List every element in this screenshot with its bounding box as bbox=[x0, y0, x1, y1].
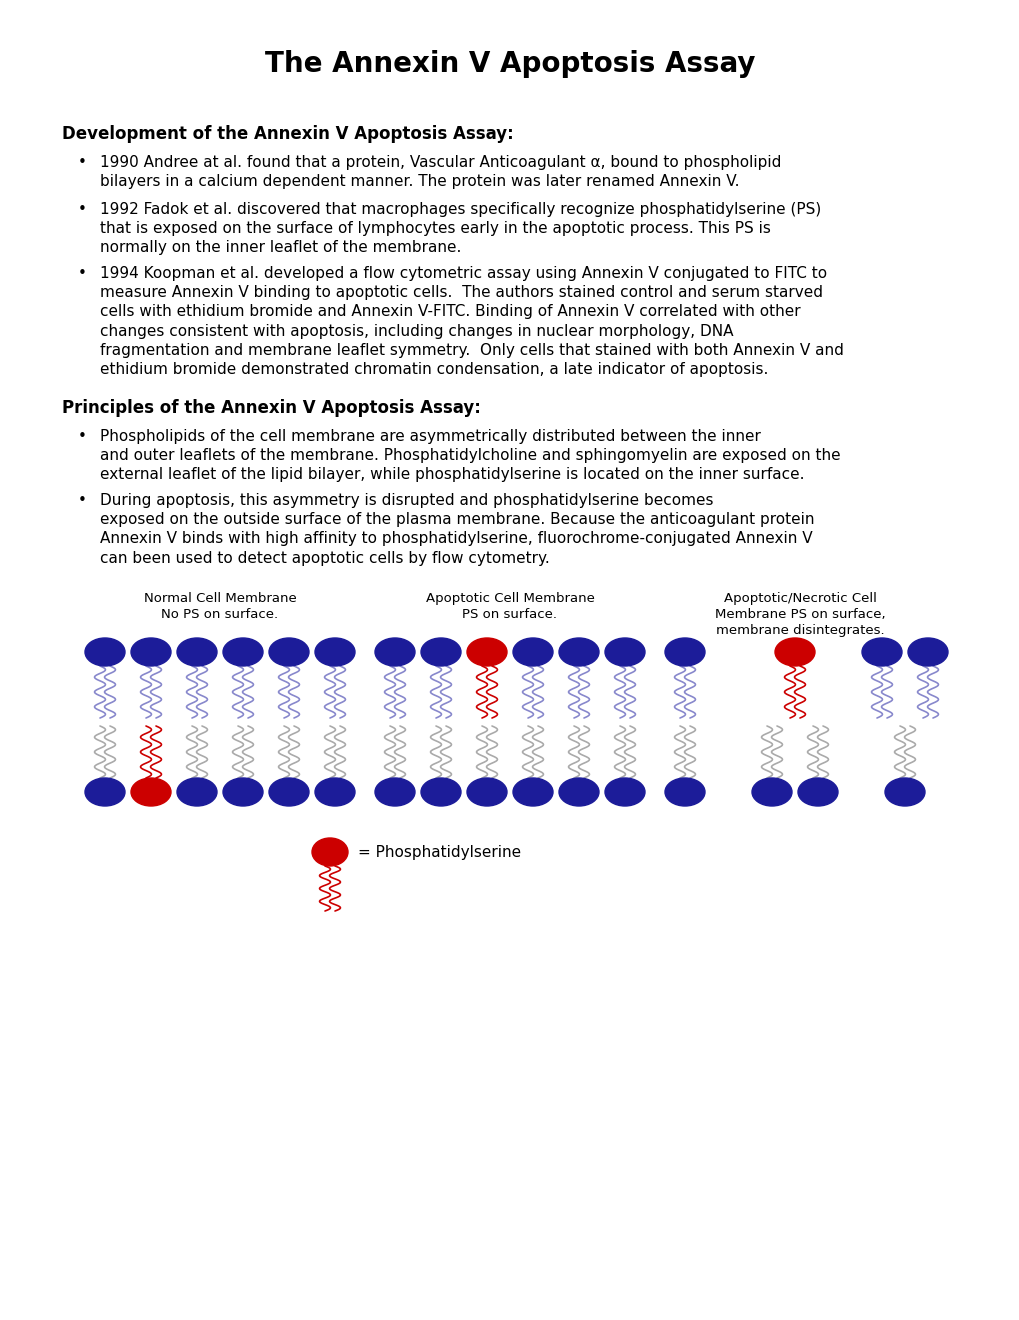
Ellipse shape bbox=[664, 777, 704, 807]
Text: Development of the Annexin V Apoptosis Assay:: Development of the Annexin V Apoptosis A… bbox=[62, 125, 514, 143]
Ellipse shape bbox=[315, 638, 355, 667]
Ellipse shape bbox=[375, 777, 415, 807]
Ellipse shape bbox=[177, 777, 217, 807]
Text: During apoptosis, this asymmetry is disrupted and phosphatidylserine becomes
exp: During apoptosis, this asymmetry is disr… bbox=[100, 492, 814, 565]
Ellipse shape bbox=[223, 777, 263, 807]
Ellipse shape bbox=[421, 638, 461, 667]
Text: •: • bbox=[77, 267, 87, 281]
Text: 1990 Andree at al. found that a protein, Vascular Anticoagulant α, bound to phos: 1990 Andree at al. found that a protein,… bbox=[100, 154, 781, 189]
Text: •: • bbox=[77, 429, 87, 444]
Ellipse shape bbox=[85, 638, 125, 667]
Ellipse shape bbox=[421, 777, 461, 807]
Text: = Phosphatidylserine: = Phosphatidylserine bbox=[358, 845, 521, 859]
Ellipse shape bbox=[604, 777, 644, 807]
Ellipse shape bbox=[467, 638, 506, 667]
Text: Normal Cell Membrane
No PS on surface.: Normal Cell Membrane No PS on surface. bbox=[144, 591, 297, 620]
Text: Phospholipids of the cell membrane are asymmetrically distributed between the in: Phospholipids of the cell membrane are a… bbox=[100, 429, 840, 482]
Ellipse shape bbox=[751, 777, 791, 807]
Text: •: • bbox=[77, 202, 87, 216]
Text: 1992 Fadok et al. discovered that macrophages specifically recognize phosphatidy: 1992 Fadok et al. discovered that macrop… bbox=[100, 202, 820, 255]
Ellipse shape bbox=[269, 638, 309, 667]
Ellipse shape bbox=[130, 638, 171, 667]
Ellipse shape bbox=[797, 777, 838, 807]
Ellipse shape bbox=[312, 838, 347, 866]
Ellipse shape bbox=[604, 638, 644, 667]
Ellipse shape bbox=[375, 638, 415, 667]
Ellipse shape bbox=[558, 777, 598, 807]
Text: The Annexin V Apoptosis Assay: The Annexin V Apoptosis Assay bbox=[265, 50, 754, 78]
Ellipse shape bbox=[269, 777, 309, 807]
Ellipse shape bbox=[558, 638, 598, 667]
Text: 1994 Koopman et al. developed a flow cytometric assay using Annexin V conjugated: 1994 Koopman et al. developed a flow cyt… bbox=[100, 267, 843, 378]
Ellipse shape bbox=[467, 777, 506, 807]
Ellipse shape bbox=[774, 638, 814, 667]
Text: •: • bbox=[77, 154, 87, 170]
Ellipse shape bbox=[513, 777, 552, 807]
Text: Apoptotic/Necrotic Cell
Membrane PS on surface,
membrane disintegrates.: Apoptotic/Necrotic Cell Membrane PS on s… bbox=[714, 591, 884, 638]
Ellipse shape bbox=[884, 777, 924, 807]
Text: Principles of the Annexin V Apoptosis Assay:: Principles of the Annexin V Apoptosis As… bbox=[62, 399, 480, 417]
Ellipse shape bbox=[861, 638, 901, 667]
Text: Apoptotic Cell Membrane
PS on surface.: Apoptotic Cell Membrane PS on surface. bbox=[425, 591, 594, 620]
Ellipse shape bbox=[223, 638, 263, 667]
Ellipse shape bbox=[130, 777, 171, 807]
Ellipse shape bbox=[907, 638, 947, 667]
Ellipse shape bbox=[513, 638, 552, 667]
Ellipse shape bbox=[315, 777, 355, 807]
Ellipse shape bbox=[85, 777, 125, 807]
Ellipse shape bbox=[177, 638, 217, 667]
Ellipse shape bbox=[664, 638, 704, 667]
Text: •: • bbox=[77, 492, 87, 508]
